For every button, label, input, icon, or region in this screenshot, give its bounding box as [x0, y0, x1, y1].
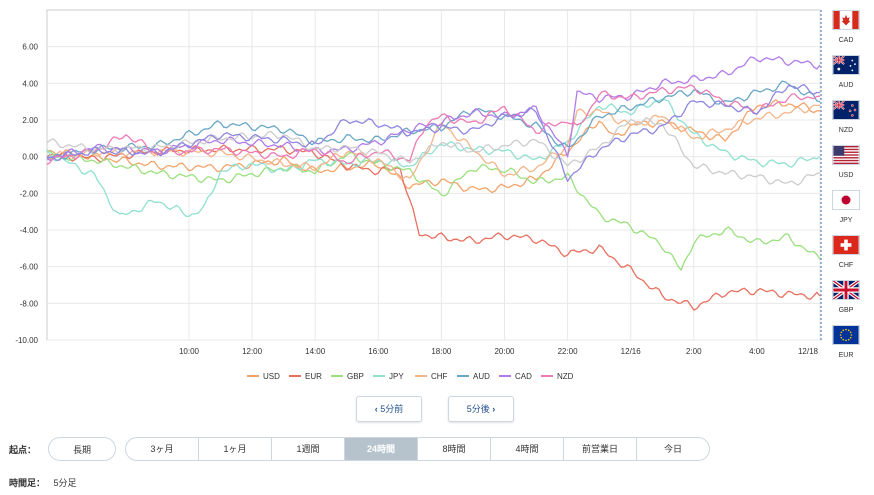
series-line-eur — [46, 144, 821, 311]
series-line-cad — [46, 56, 821, 162]
series-line-extra-9 — [46, 83, 820, 182]
flag-label: NZD — [838, 127, 854, 134]
y-tick-label: -8.00 — [20, 299, 39, 308]
flag-aud[interactable]: AUD — [831, 55, 861, 89]
x-tick-label: 20:00 — [494, 347, 515, 356]
y-tick-label: 6.00 — [22, 43, 38, 52]
flag-label: CAD — [838, 37, 854, 44]
range-tab-1m[interactable]: 1ヶ月 — [199, 438, 272, 460]
x-axis: 10:00 12:00 14:00 16:00 18:00 20:00 22:00 12/16… — [179, 347, 819, 356]
legend-label: USD — [263, 372, 280, 381]
x-tick-label: 4:00 — [749, 347, 765, 356]
usa-flag-icon — [832, 145, 860, 165]
start-label: 起点： — [9, 445, 37, 455]
uk-flag-icon — [832, 279, 860, 301]
range-tab-3m[interactable]: 3ヶ月 — [126, 438, 199, 460]
switzerland-flag-icon — [832, 235, 860, 255]
chevron-right-icon: › — [492, 404, 496, 414]
x-tick-label: 12/18 — [798, 347, 819, 356]
flag-label: GBP — [838, 307, 854, 314]
legend-label: CHF — [431, 372, 448, 381]
japan-flag-icon — [832, 190, 860, 210]
y-tick-label: 4.00 — [22, 79, 38, 88]
series-line-nzd — [46, 84, 821, 166]
x-tick-label: 2:00 — [686, 347, 702, 356]
flag-label: EUR — [838, 352, 854, 359]
y-axis: 6.00 4.00 2.00 0.00 -2.00 -4.00 -6.00 -8.00 -10.… — [15, 43, 38, 345]
australia-flag-icon — [832, 55, 860, 75]
chart-grid — [46, 9, 821, 341]
timeframe-label: 時間足： — [9, 478, 46, 488]
chevron-left-icon: ‹ — [374, 404, 378, 414]
prev-label: 5分前 — [380, 404, 404, 414]
legend-label: JPY — [389, 372, 404, 381]
range-tab-today[interactable]: 今日 — [663, 444, 682, 454]
legend-label: AUD — [473, 372, 490, 381]
x-tick-label: 12:00 — [242, 347, 263, 356]
flag-label: AUD — [838, 82, 854, 89]
plot-border — [46, 9, 821, 341]
flag-usd[interactable]: USD — [831, 145, 861, 179]
flag-label: CHF — [838, 262, 854, 269]
series-lines — [46, 56, 821, 311]
y-tick-label: -10.00 — [15, 336, 38, 345]
eu-flag-icon — [832, 325, 860, 345]
next-5min-button[interactable]: 5分後 › — [448, 396, 514, 422]
series-line-chf — [46, 104, 821, 180]
series-line-gbp — [46, 150, 821, 271]
range-tab-4h[interactable]: 4時間 — [491, 438, 564, 460]
x-tick-label: 22:00 — [558, 347, 579, 356]
flag-jpy[interactable]: JPY — [831, 190, 861, 224]
legend-label: GBP — [347, 372, 364, 381]
timeframe-row: 時間足： 5分足 — [9, 476, 77, 489]
y-tick-label: -6.00 — [20, 263, 39, 272]
start-long-button[interactable]: 長期 — [48, 437, 116, 461]
y-tick-label: 0.00 — [22, 153, 38, 162]
prev-5min-button[interactable]: ‹ 5分前 — [356, 396, 422, 422]
flag-gbp[interactable]: GBP — [831, 279, 861, 314]
y-tick-label: -2.00 — [20, 189, 39, 198]
next-label: 5分後 — [466, 404, 490, 414]
flag-label: USD — [838, 172, 854, 179]
flag-cad[interactable]: CAD — [831, 10, 861, 44]
x-tick-label: 10:00 — [179, 347, 200, 356]
flag-eur[interactable]: EUR — [831, 325, 861, 359]
series-line-jpy — [46, 98, 821, 218]
timeframe-value: 5分足 — [53, 478, 77, 488]
series-line-aud — [46, 80, 821, 160]
chart-legend: USD EUR GBP JPY CHF AUD CAD NZD — [247, 372, 574, 381]
start-range-tabs: 3ヶ月 1ヶ月 1週間 24時間 8時間 4時間 前営業日 今日 — [125, 437, 710, 461]
legend-label: NZD — [557, 372, 574, 381]
range-tab-24h[interactable]: 24時間 — [345, 438, 418, 460]
range-tab-prev-business-day[interactable]: 前営業日 — [564, 438, 637, 460]
series-line-extra-8 — [46, 117, 821, 186]
flag-chf[interactable]: CHF — [831, 235, 861, 269]
flag-nzd[interactable]: NZD — [831, 100, 861, 134]
flag-label: JPY — [839, 217, 853, 224]
y-tick-label: -4.00 — [20, 226, 39, 235]
legend-label: EUR — [305, 372, 322, 381]
range-tab-8h[interactable]: 8時間 — [418, 438, 491, 460]
x-tick-label: 18:00 — [431, 347, 452, 356]
new-zealand-flag-icon — [832, 100, 860, 120]
x-tick-label: 14:00 — [305, 347, 326, 356]
canada-flag-icon — [832, 10, 860, 30]
fx-strength-chart: 6.00 4.00 2.00 0.00 -2.00 -4.00 -6.00 -8.00 -10.… — [15, 9, 822, 381]
range-tab-1w[interactable]: 1週間 — [272, 438, 345, 460]
x-tick-label: 16:00 — [368, 347, 389, 356]
x-tick-label: 12/16 — [621, 347, 642, 356]
legend-label: CAD — [515, 372, 532, 381]
y-tick-label: 2.00 — [22, 116, 38, 125]
series-line-usd — [46, 99, 821, 194]
